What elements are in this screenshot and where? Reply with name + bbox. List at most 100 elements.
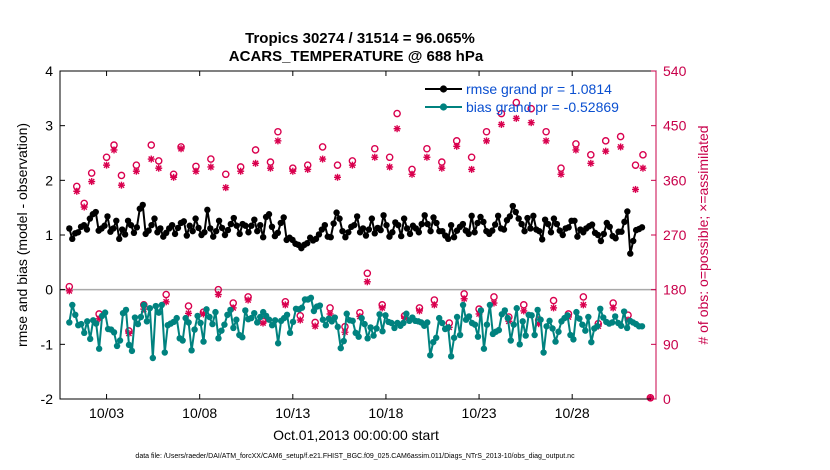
y-right-tick-label: 270	[663, 227, 687, 243]
series-bias-point	[594, 323, 601, 330]
legend: rmse grand pr = 1.0814 bias grand pr = -…	[425, 81, 619, 115]
series-rmse-point	[248, 222, 255, 229]
series-rmse-point	[559, 231, 566, 239]
series-rmse-point	[638, 224, 646, 231]
series-bias-point	[173, 314, 180, 322]
series-bias-point	[319, 316, 327, 323]
obs-assimilated-marker	[557, 170, 565, 178]
series-rmse-point	[588, 221, 596, 228]
series-rmse-point	[421, 212, 428, 219]
asterisk-stroke	[386, 163, 393, 171]
series-rmse-point	[368, 215, 376, 222]
asterisk-stroke	[319, 155, 326, 163]
obs-possible-marker	[490, 293, 498, 301]
series-rmse-point	[339, 227, 346, 235]
series-bias-point	[140, 301, 148, 309]
obs-assimilated-marker	[214, 291, 222, 299]
series-bias-point	[179, 337, 186, 344]
series-rmse-point	[168, 221, 176, 229]
obs-assimilated-marker	[185, 309, 193, 317]
series-rmse-point	[315, 231, 323, 238]
series-rmse-point	[597, 237, 605, 245]
series-rmse-point	[189, 227, 196, 235]
asterisk-stroke	[632, 186, 639, 193]
asterisk-stroke	[513, 115, 520, 122]
series-rmse-point	[606, 223, 613, 230]
series-bias-point	[546, 317, 553, 325]
series-bias-point	[209, 320, 216, 328]
series-rmse-point	[471, 229, 478, 236]
series-rmse-point	[600, 230, 608, 238]
obs-possible-marker	[274, 127, 282, 136]
obs-possible-marker	[266, 158, 275, 166]
series-bias-point	[471, 321, 479, 328]
x-tick-label: 10/18	[368, 405, 403, 421]
asterisk-stroke	[602, 148, 609, 155]
asterisk-stroke	[371, 154, 378, 161]
obs-possible-marker	[87, 169, 96, 177]
series-rmse-point	[491, 221, 499, 228]
series-rmse-point	[433, 219, 440, 227]
asterisk-stroke	[215, 291, 222, 298]
obs-possible-marker	[579, 293, 588, 301]
series-bias-point	[152, 302, 160, 310]
series-bias-point	[447, 353, 455, 360]
series-bias-point	[218, 327, 225, 334]
obs-assimilated-marker	[348, 161, 356, 169]
series-rmse-point	[183, 232, 190, 239]
series-bias-point	[137, 313, 145, 321]
x-tick-label: 10/13	[275, 405, 310, 421]
obs-possible-marker	[482, 127, 491, 136]
obs-possible-marker	[467, 153, 476, 162]
obs-possible-marker	[162, 290, 170, 299]
series-bias-point	[340, 337, 347, 345]
series-rmse-point	[74, 229, 82, 236]
series-bias-point	[158, 301, 165, 309]
series-bias-point	[474, 333, 482, 340]
y-left-tick-label: 3	[45, 118, 53, 134]
series-bias-point	[92, 320, 100, 327]
series-bias-point	[516, 341, 523, 348]
series-bias-point	[268, 322, 276, 329]
asterisk-stroke	[103, 162, 110, 169]
series-bias-point	[424, 319, 431, 326]
obs-assimilated-marker	[646, 394, 654, 402]
series-rmse-point	[277, 219, 284, 227]
series-bias-point	[203, 306, 210, 313]
series-bias-point	[316, 302, 324, 309]
series-rmse-point	[330, 220, 337, 227]
asterisk-stroke	[170, 174, 177, 181]
obs-possible-marker	[616, 132, 625, 141]
obs-assimilated-marker	[542, 137, 550, 145]
series-bias-point	[620, 308, 628, 315]
series-rmse-point	[171, 230, 179, 238]
series-rmse-point	[139, 201, 146, 209]
obs-assimilated-marker	[527, 119, 535, 127]
series-bias-point	[373, 325, 380, 332]
obs-possible-marker	[639, 151, 647, 159]
series-bias-point	[391, 324, 398, 332]
series-rmse-point	[127, 221, 135, 229]
series-rmse-point	[430, 214, 437, 221]
series-rmse-point	[474, 219, 481, 227]
series-rmse-point	[571, 217, 578, 224]
series-bias	[66, 294, 646, 362]
obs-assimilated-marker	[222, 184, 230, 192]
series-rmse-point	[521, 227, 528, 235]
series-rmse-point	[468, 212, 475, 220]
series-bias-point	[122, 306, 130, 314]
obs-possible-marker	[385, 153, 394, 162]
series-bias-point	[444, 324, 452, 331]
series-bias-point	[465, 313, 473, 320]
series-bias-point	[274, 340, 282, 347]
series-bias-point	[84, 318, 91, 325]
series-bias-point	[128, 347, 136, 355]
series-rmse-point	[113, 217, 120, 224]
series-rmse-point	[371, 230, 378, 237]
series-bias-point	[271, 317, 279, 324]
obs-possible-marker	[438, 158, 446, 166]
series-bias-point	[131, 314, 139, 321]
series-bias-point	[86, 335, 94, 343]
series-rmse-point	[630, 237, 637, 245]
